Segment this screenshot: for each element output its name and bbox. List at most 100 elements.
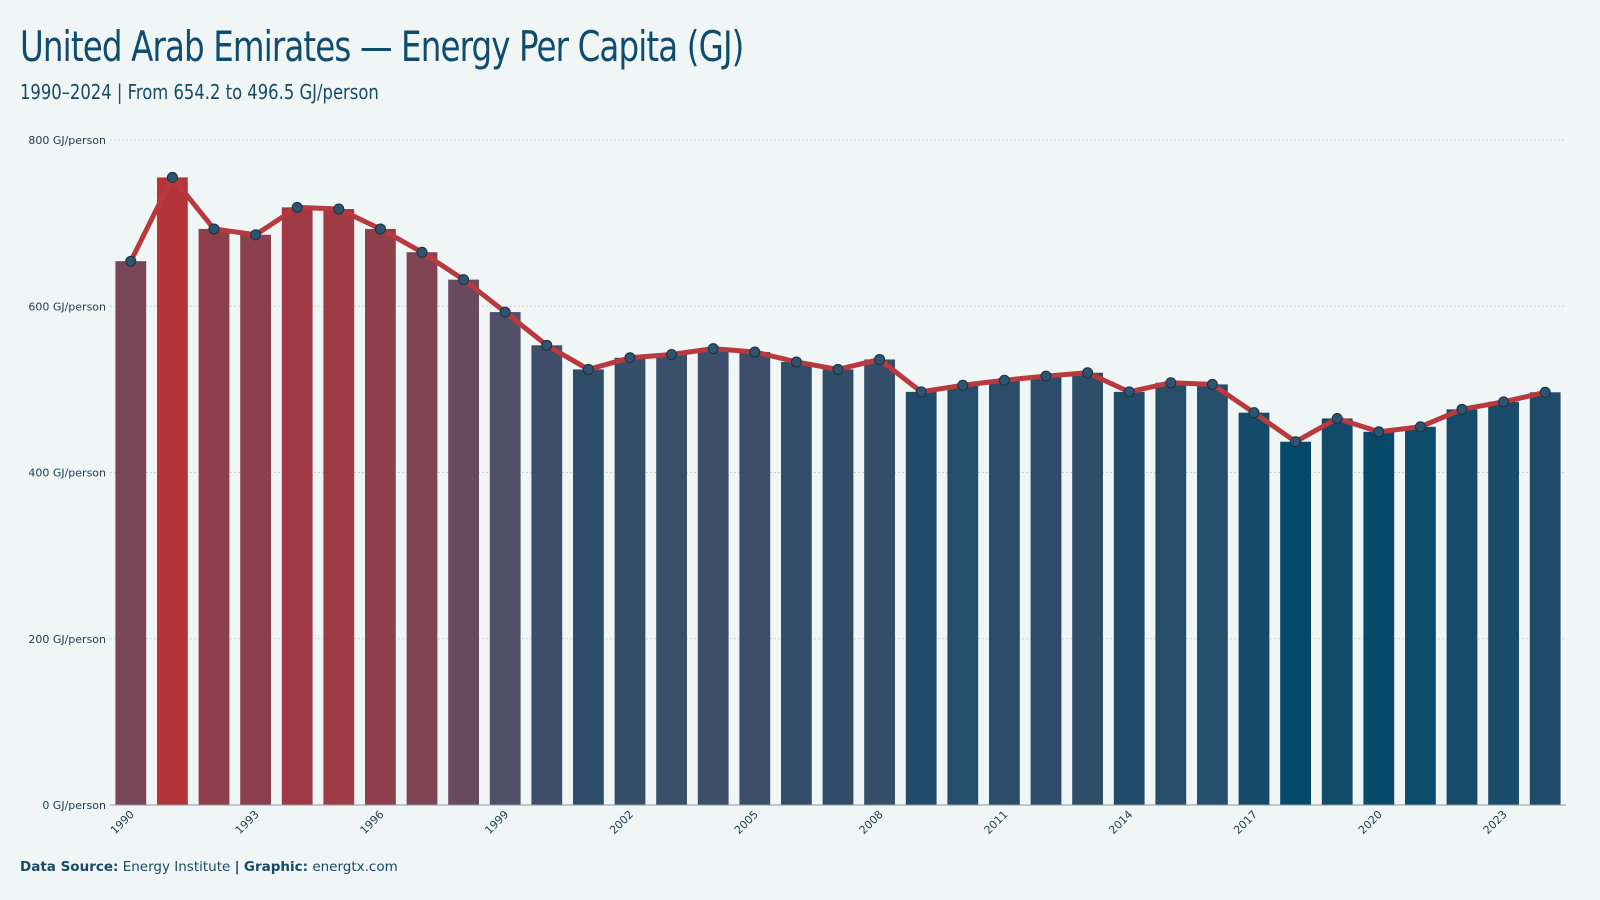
bar-2010 [947, 385, 979, 805]
x-tick-label: 2005 [732, 808, 761, 837]
marker-2007 [832, 363, 844, 375]
bar-2002 [614, 357, 646, 805]
graphic-label: Graphic: [243, 859, 309, 875]
marker-2001 [582, 363, 594, 375]
bar-1997 [406, 252, 438, 805]
bar-1993 [240, 234, 271, 805]
marker-1993 [250, 229, 262, 241]
x-tick-label: 2011 [982, 808, 1011, 837]
y-tick-label: 800 GJ/person [28, 134, 106, 147]
marker-2022 [1456, 403, 1468, 415]
x-axis-labels: 1990 1993 1996 1999 2002 2005 2008 2011 2014 2017… [108, 808, 1510, 837]
marker-2003 [666, 348, 678, 360]
marker-2023 [1498, 396, 1510, 408]
marker-1990 [125, 255, 137, 267]
marker-1991 [166, 171, 178, 183]
marker-2019 [1331, 412, 1343, 424]
bar-2015 [1155, 382, 1187, 805]
bar-2007 [822, 369, 854, 805]
bar-2013 [1072, 372, 1103, 805]
x-tick-label: 1996 [358, 808, 387, 837]
bar-2021 [1405, 426, 1436, 805]
marker-2004 [707, 343, 719, 355]
marker-2008 [874, 353, 886, 365]
bar-2020 [1363, 431, 1395, 805]
y-tick-label: 600 GJ/person [28, 300, 106, 313]
source-label: Data Source: [20, 859, 119, 875]
bar-1992 [198, 228, 230, 806]
bar-2006 [781, 361, 812, 805]
marker-2005 [749, 346, 761, 358]
marker-2020 [1373, 426, 1385, 438]
marker-2011 [998, 374, 1010, 386]
bar-2009 [905, 391, 937, 805]
x-tick-label: 2002 [607, 808, 636, 837]
bar-2012 [1030, 376, 1062, 805]
bar-2000 [531, 345, 563, 805]
bar-2011 [989, 380, 1020, 805]
bar-2022 [1446, 409, 1478, 805]
marker-2016 [1206, 378, 1218, 390]
bar-1998 [448, 279, 479, 805]
chart-title: United Arab Emirates — Energy Per Capita… [20, 22, 744, 71]
x-tick-label: 2008 [857, 808, 886, 837]
bar-2014 [1113, 391, 1145, 805]
marker-1999 [499, 306, 511, 318]
x-tick-label: 1993 [233, 808, 262, 837]
x-tick-label: 2014 [1106, 808, 1135, 837]
bar-2005 [739, 351, 771, 805]
bar-1995 [323, 208, 355, 805]
bar-1990 [115, 261, 147, 805]
marker-2012 [1040, 370, 1052, 382]
y-tick-label: 200 GJ/person [28, 633, 106, 646]
marker-2000 [541, 339, 553, 351]
marker-1996 [374, 223, 386, 235]
bar-2023 [1488, 401, 1519, 805]
bar-2004 [697, 348, 729, 805]
x-tick-label: 2020 [1356, 808, 1385, 837]
bar-2003 [656, 354, 687, 805]
marker-2006 [790, 356, 802, 368]
marker-1994 [291, 201, 303, 213]
graphic-value: energtx.com [312, 859, 398, 875]
y-axis-labels: 0 GJ/person 200 GJ/person 400 GJ/person 600… [28, 134, 106, 812]
bar-2024 [1529, 392, 1561, 805]
bar-2019 [1321, 418, 1353, 805]
marker-2017 [1248, 407, 1260, 419]
footer: Data Source: Energy Institute | Graphic:… [20, 859, 398, 875]
bar-1994 [281, 207, 313, 806]
marker-2010 [957, 379, 969, 391]
bar-2008 [864, 359, 895, 805]
bar-2018 [1280, 441, 1311, 805]
bar-2017 [1238, 412, 1270, 805]
bar-2001 [573, 369, 604, 805]
x-tick-label: 1990 [108, 808, 137, 837]
x-tick-label: 1999 [482, 808, 511, 837]
marker-2009 [915, 386, 927, 398]
marker-2014 [1123, 386, 1135, 398]
marker-2002 [624, 352, 636, 364]
y-tick-label: 400 GJ/person [28, 467, 106, 480]
marker-2018 [1290, 436, 1302, 448]
x-tick-label: 2023 [1481, 808, 1510, 837]
marker-2021 [1414, 421, 1426, 433]
marker-1995 [333, 203, 345, 215]
marker-2013 [1082, 367, 1094, 379]
marker-2015 [1165, 377, 1177, 389]
chart-subtitle: 1990–2024 | From 654.2 to 496.5 GJ/perso… [20, 80, 379, 104]
marker-1998 [458, 274, 470, 286]
bar-1999 [489, 312, 521, 805]
data-point-markers [125, 171, 1551, 448]
bars [115, 177, 1561, 806]
marker-1992 [208, 223, 220, 235]
y-tick-label: 0 GJ/person [42, 799, 106, 812]
x-tick-label: 2017 [1231, 808, 1260, 837]
bar-2016 [1197, 384, 1228, 805]
source-value: Energy Institute [122, 859, 231, 875]
bar-1996 [365, 228, 396, 806]
marker-1997 [416, 246, 428, 258]
footer-separator: | [234, 859, 240, 875]
marker-2024 [1539, 386, 1551, 398]
bar-1991 [157, 177, 188, 805]
